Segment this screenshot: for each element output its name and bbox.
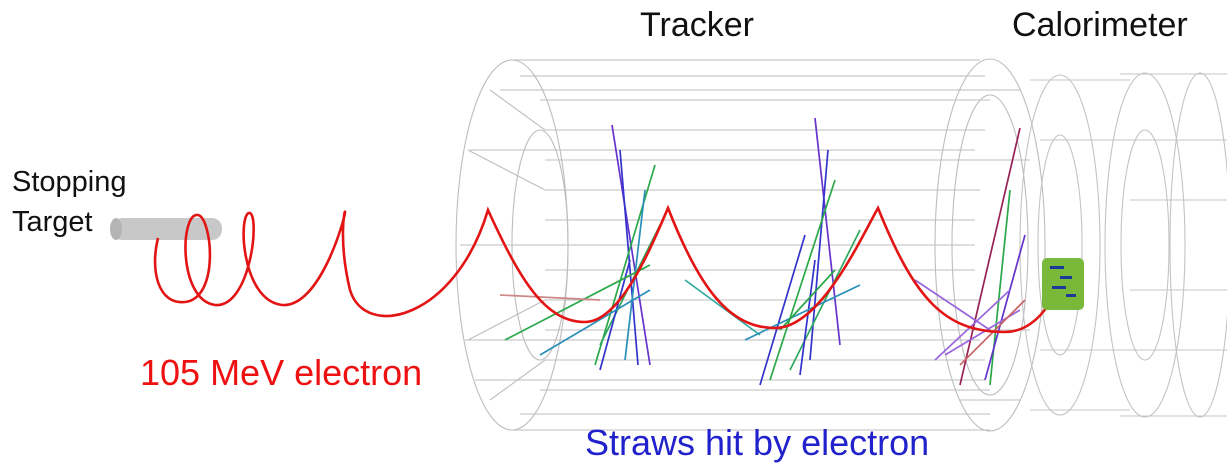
straw-hits	[499, 117, 1026, 386]
stopping-target-label-line2: Target	[12, 206, 93, 238]
tracker-wireframe	[455, 58, 1046, 432]
electron-track	[153, 204, 1050, 334]
tracker-label: Tracker	[640, 6, 754, 44]
calorimeter-label: Calorimeter	[1012, 6, 1188, 44]
electron-label: 105 MeV electron	[140, 352, 423, 393]
stopping-target-label-line1: Stopping	[12, 166, 127, 198]
calorimeter-hit	[1042, 258, 1084, 310]
straws-label: Straws hit by electron	[585, 422, 930, 463]
calorimeter-wireframe	[1019, 72, 1227, 418]
stopping-target	[110, 218, 222, 240]
